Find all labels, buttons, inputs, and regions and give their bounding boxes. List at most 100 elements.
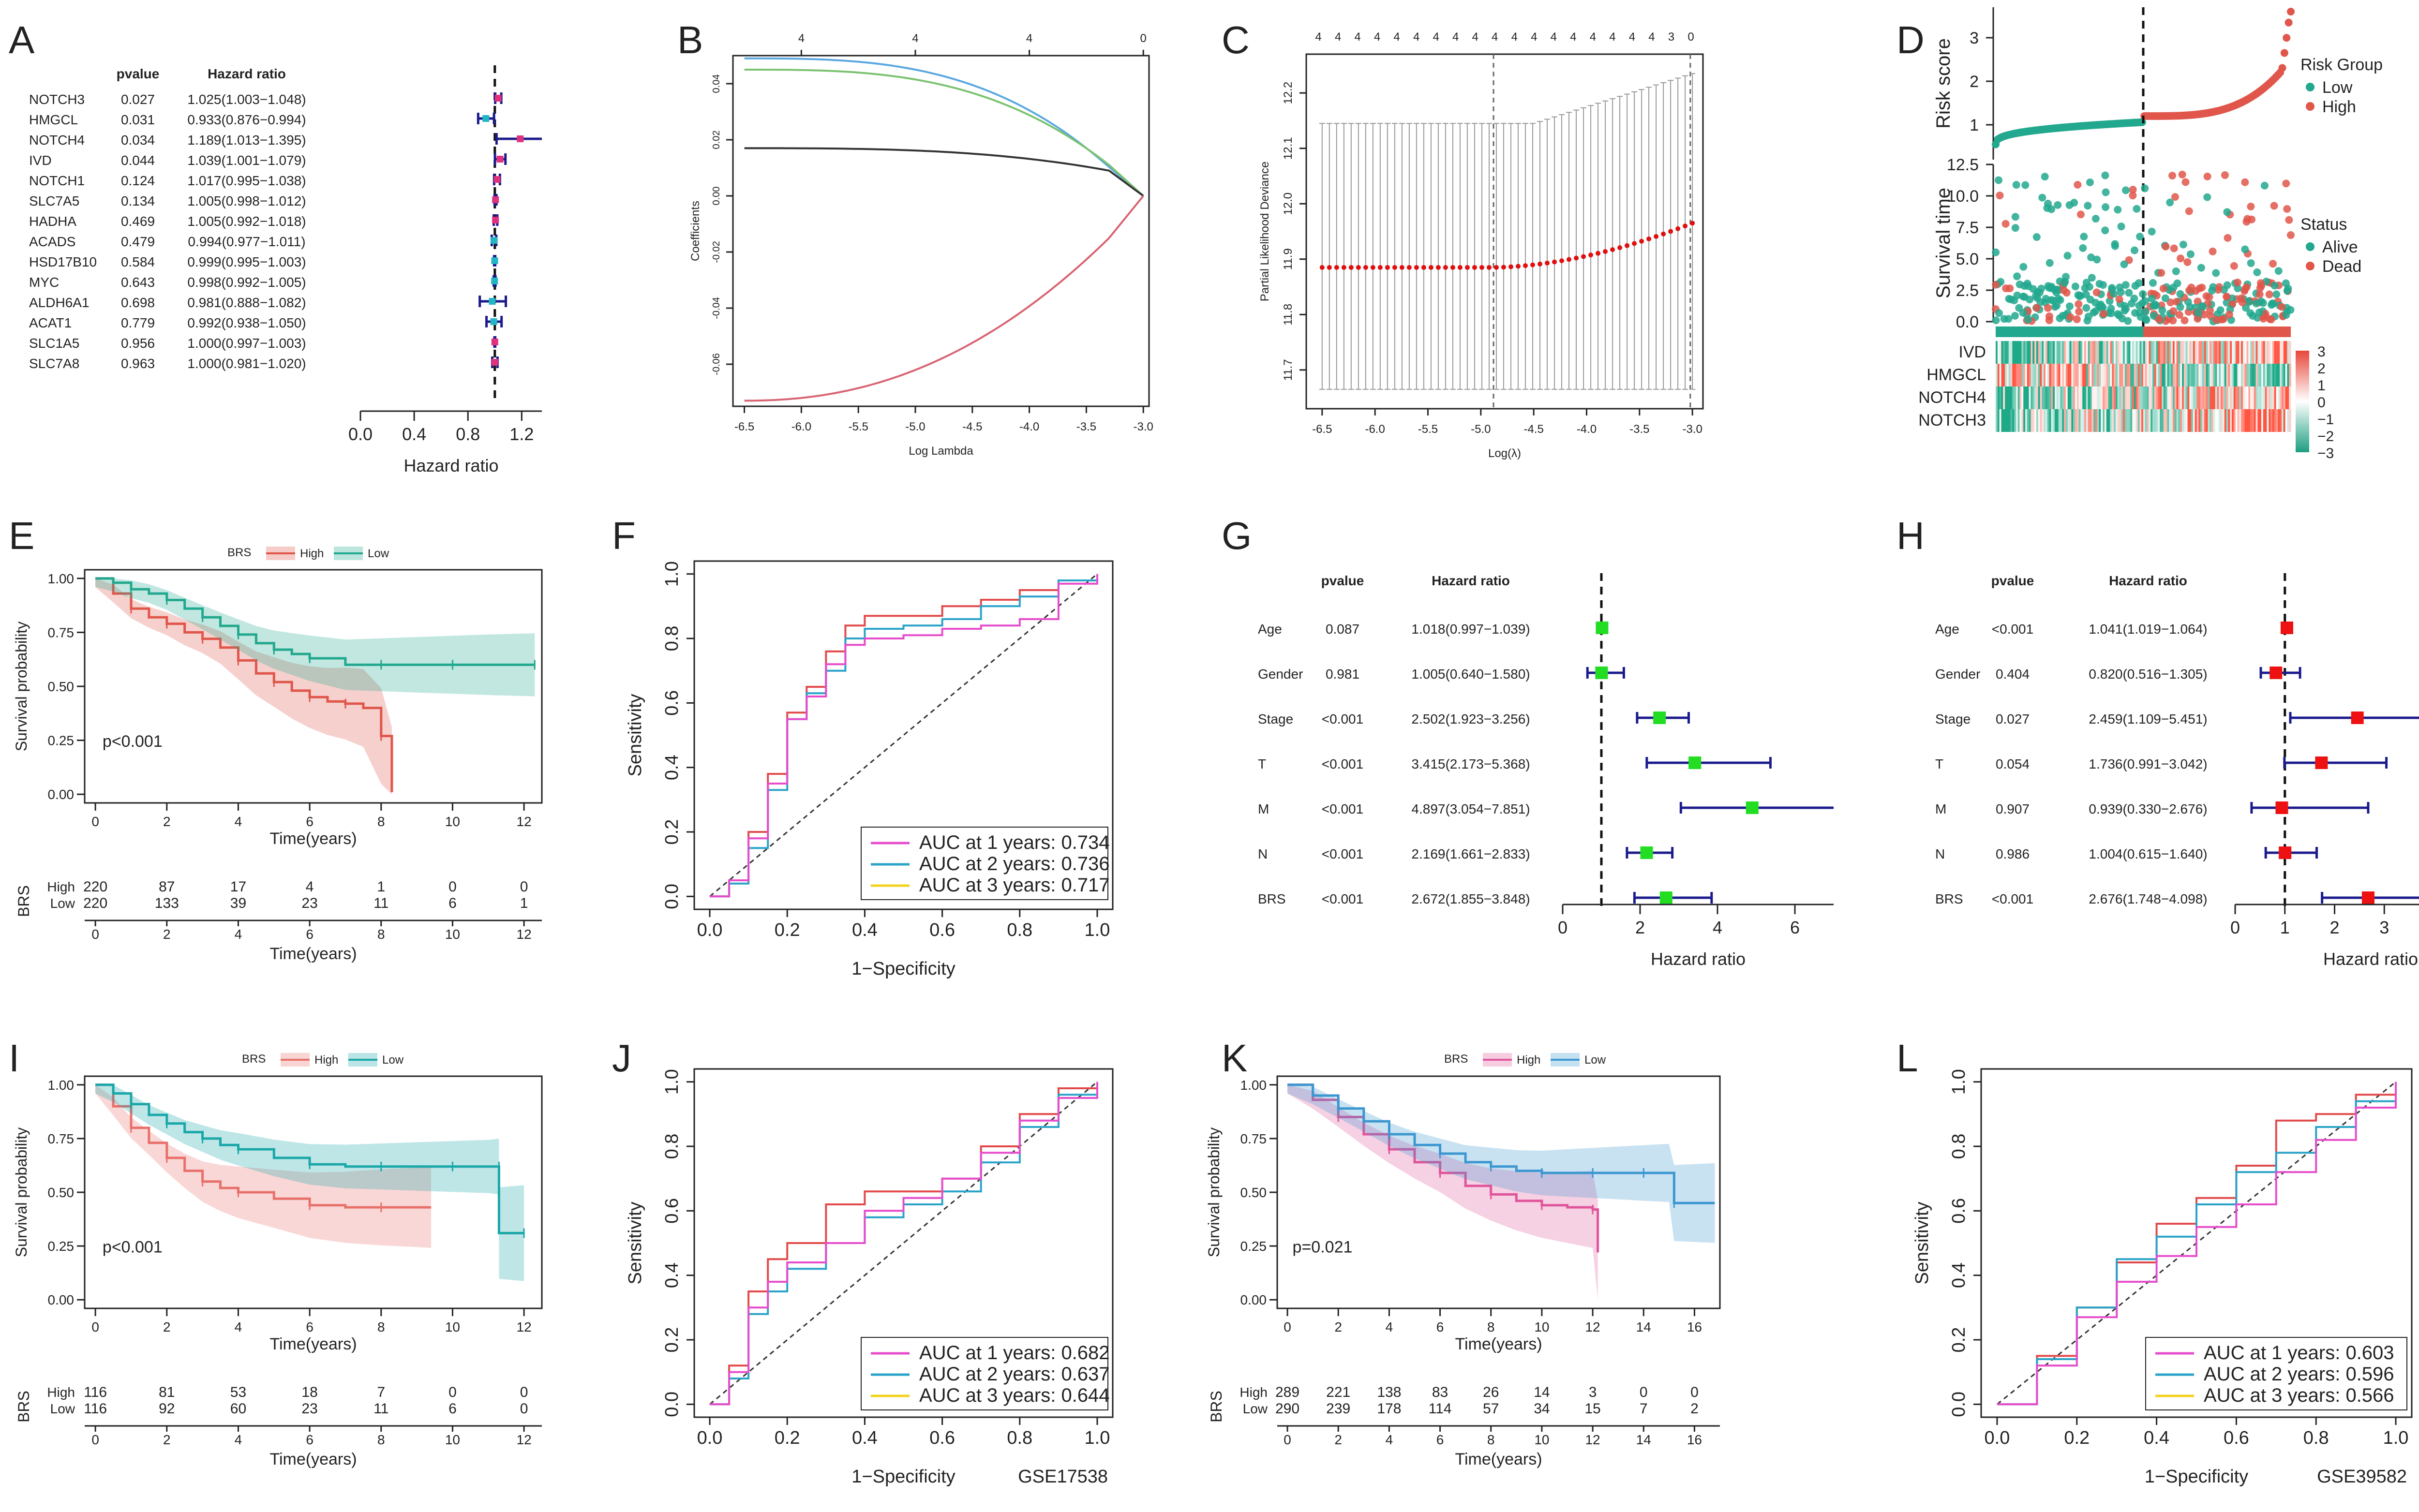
- km-y-tick-label: 1.00: [48, 571, 75, 586]
- cv-point: [1574, 255, 1579, 261]
- heatmap-cell: [1997, 386, 2000, 409]
- heatmap-cell: [2171, 386, 2173, 409]
- heatmap-cell: [2047, 364, 2050, 386]
- survival-point: [2076, 292, 2084, 300]
- heatmap-cell: [2187, 386, 2190, 409]
- heatmap-cell: [2219, 341, 2221, 364]
- heatmap-cell: [2248, 364, 2251, 386]
- survival-point: [2107, 309, 2115, 317]
- heatmap-cell: [2084, 364, 2087, 386]
- heatmap-cell: [2003, 409, 2005, 432]
- survival-point: [1994, 176, 2002, 184]
- heatmap-cell: [2163, 341, 2166, 364]
- heatmap-cell: [2244, 364, 2247, 386]
- survival-point: [2092, 288, 2101, 296]
- survival-point: [2203, 193, 2211, 201]
- roc-plot-frame: [693, 1068, 1114, 1418]
- heatmap-cell: [2060, 364, 2062, 386]
- heatmap-cell: [2010, 409, 2013, 432]
- forest-row-pvalue: 0.124: [121, 173, 155, 188]
- survival-point: [2136, 233, 2144, 241]
- surv-y-tick-label: 5.0: [1956, 250, 1979, 268]
- roc-curve-1-year: [710, 1082, 1098, 1406]
- heatmap-cell: [2250, 409, 2253, 432]
- heatmap-cell: [2006, 341, 2009, 364]
- heatmap-cell: [2196, 386, 2199, 409]
- heatmap-cell: [2086, 386, 2089, 409]
- cv-point: [1341, 265, 1346, 270]
- heatmap-cell: [2167, 386, 2169, 409]
- heatmap-gene-label: HMGCL: [1926, 366, 1986, 384]
- heatmap-cell: [2112, 364, 2114, 386]
- survival-point: [2135, 309, 2144, 317]
- km-x-tick-label: 12: [1585, 1319, 1600, 1334]
- lasso-top-tick-label: 4: [912, 32, 918, 45]
- heatmap-cell: [2230, 386, 2232, 409]
- heatmap-cell: [2132, 364, 2135, 386]
- roc-x-tick-label: 1.0: [1085, 920, 1110, 940]
- roc-x-tick-label: 0.8: [1007, 920, 1032, 940]
- heatmap-cell: [2130, 386, 2133, 409]
- risk-group-bar-high: [2143, 326, 2291, 337]
- heatmap-cell: [2069, 409, 2072, 432]
- heatmap-cell: [2093, 386, 2096, 409]
- heatmap-cell: [2285, 386, 2287, 409]
- survival-point: [2004, 315, 2013, 323]
- heatmap-cell: [2232, 341, 2234, 364]
- cv-point: [1537, 261, 1542, 267]
- heatmap-cell: [2095, 409, 2098, 432]
- heatmap-cell: [2082, 386, 2085, 409]
- forest-row-hr-text: 0.939(0.330−2.676): [2089, 801, 2207, 816]
- heatmap-cell: [2067, 386, 2070, 409]
- survival-point: [2120, 260, 2128, 268]
- heatmap-cell: [2281, 364, 2284, 386]
- heatmap-cell: [2281, 409, 2284, 432]
- heatmap-cell: [2056, 386, 2059, 409]
- survival-point: [2255, 290, 2264, 298]
- heatmap-cell: [2285, 364, 2287, 386]
- cv-point: [1486, 265, 1492, 270]
- heatmap-cell: [2067, 364, 2070, 386]
- heatmap-cell: [2162, 341, 2164, 364]
- heatmap-cell: [2265, 341, 2268, 364]
- heatmap-cell: [2003, 386, 2005, 409]
- heatmap-cell: [2193, 386, 2195, 409]
- forest-row-hr-text: 1.005(0.992−1.018): [187, 214, 306, 229]
- heatmap-cell: [2195, 409, 2197, 432]
- heatmap-cell: [2233, 409, 2236, 432]
- km-x-tick-label: 0: [91, 1319, 99, 1334]
- heatmap-cell: [2246, 386, 2249, 409]
- risk-table-count: 60: [230, 1401, 246, 1417]
- cv-x-tick-label: -5.0: [1471, 423, 1491, 436]
- survival-point: [2177, 254, 2185, 263]
- heatmap-cell: [2281, 341, 2284, 364]
- heatmap-cell: [2128, 364, 2131, 386]
- heatmap-cell: [2149, 409, 2151, 432]
- forest-row-hr-text: 4.897(3.054−7.851): [1411, 801, 1530, 816]
- heatmap-cell: [2248, 386, 2251, 409]
- survival-point: [2257, 297, 2266, 306]
- km-curve-low: [95, 1083, 524, 1234]
- km-x-tick-label: 4: [235, 814, 242, 829]
- risk-table-count: 11: [373, 1401, 388, 1417]
- heatmap-cell: [2141, 386, 2144, 409]
- heatmap-cell: [2278, 364, 2280, 386]
- heatmap-cell: [2143, 386, 2146, 409]
- heatmap-cell: [1996, 364, 1998, 386]
- heatmap-scale-label: 3: [2317, 344, 2326, 360]
- survival-point: [2285, 216, 2293, 224]
- heatmap-cell: [2270, 341, 2273, 364]
- forest-point: [1688, 756, 1702, 769]
- survival-point: [2114, 310, 2122, 318]
- heatmap-cell: [2038, 364, 2041, 386]
- heatmap-cell: [2115, 341, 2118, 364]
- heatmap-cell: [2123, 364, 2125, 386]
- survival-point: [2087, 253, 2095, 262]
- heatmap-cell: [2210, 364, 2212, 386]
- heatmap-cell: [2152, 409, 2155, 432]
- heatmap-cell: [2006, 386, 2009, 409]
- forest-row-pvalue: 0.698: [121, 295, 155, 310]
- heatmap-cell: [2053, 409, 2055, 432]
- cv-top-label: 4: [1354, 30, 1360, 44]
- heatmap-cell: [2158, 364, 2160, 386]
